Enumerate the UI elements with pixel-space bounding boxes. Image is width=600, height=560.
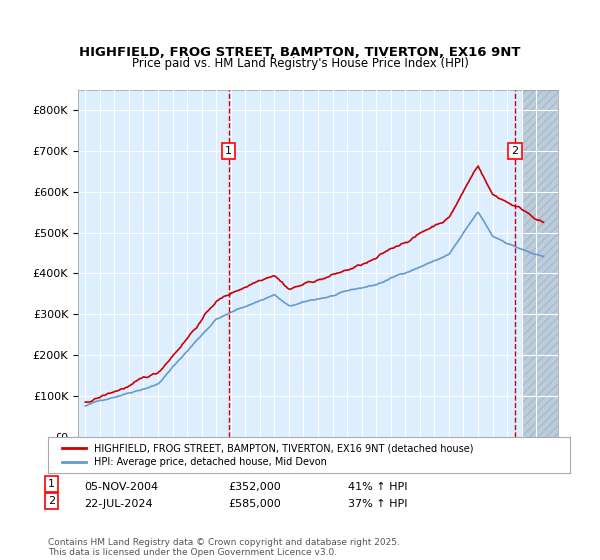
- Text: £352,000: £352,000: [228, 482, 281, 492]
- Text: 41% ↑ HPI: 41% ↑ HPI: [348, 482, 407, 492]
- Text: 1: 1: [225, 146, 232, 156]
- Text: £585,000: £585,000: [228, 499, 281, 509]
- Text: 05-NOV-2004: 05-NOV-2004: [84, 482, 158, 492]
- Text: 1: 1: [48, 479, 55, 489]
- Text: 37% ↑ HPI: 37% ↑ HPI: [348, 499, 407, 509]
- Text: 2: 2: [512, 146, 518, 156]
- Bar: [521, 90, 565, 437]
- Text: 2: 2: [48, 496, 55, 506]
- Text: Price paid vs. HM Land Registry's House Price Index (HPI): Price paid vs. HM Land Registry's House …: [131, 57, 469, 70]
- Text: Contains HM Land Registry data © Crown copyright and database right 2025.
This d: Contains HM Land Registry data © Crown c…: [48, 538, 400, 557]
- Text: HIGHFIELD, FROG STREET, BAMPTON, TIVERTON, EX16 9NT: HIGHFIELD, FROG STREET, BAMPTON, TIVERTO…: [79, 46, 521, 59]
- Text: 22-JUL-2024: 22-JUL-2024: [84, 499, 152, 509]
- Legend: HIGHFIELD, FROG STREET, BAMPTON, TIVERTON, EX16 9NT (detached house), HPI: Avera: HIGHFIELD, FROG STREET, BAMPTON, TIVERTO…: [58, 439, 478, 471]
- Bar: [521, 90, 565, 437]
